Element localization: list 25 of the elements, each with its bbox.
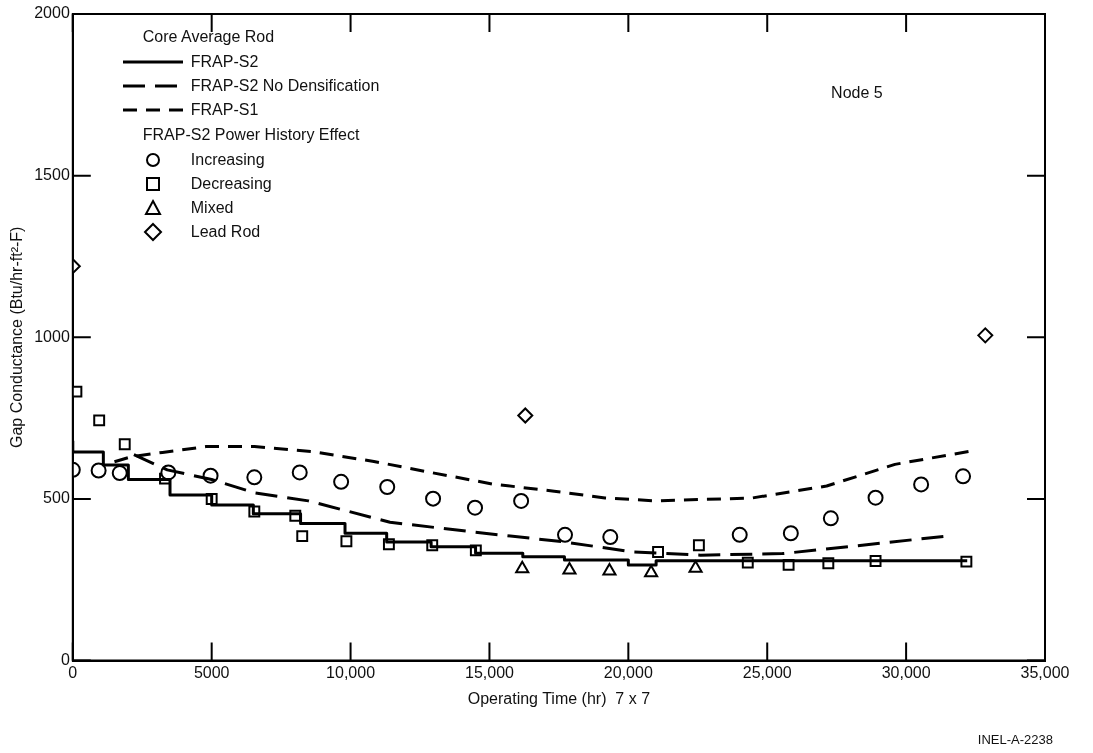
x-tick-label: 35,000 <box>1020 663 1070 681</box>
y-tick-label: 500 <box>43 489 70 507</box>
legend-label: FRAP-S2 <box>190 53 259 71</box>
y-tick-label: 1000 <box>34 327 70 345</box>
y-axis-title: Gap Conductance (Btu/hr-ft²-F) <box>8 226 26 449</box>
legend-title: Core Average Rod <box>141 27 276 47</box>
annotation: FRAP-S2 Power History Effect <box>141 125 361 145</box>
legend-label: FRAP-S2 No Densification <box>190 77 380 95</box>
y-tick-label: 0 <box>60 651 70 669</box>
legend-label: Increasing <box>190 151 265 169</box>
annotation: Node 5 <box>831 84 883 102</box>
legend-label: FRAP-S1 <box>190 101 259 119</box>
x-tick-label: 15,000 <box>464 663 515 681</box>
x-tick-label: 20,000 <box>603 663 653 681</box>
y-tick-label: 2000 <box>34 4 70 22</box>
legend-label: Mixed <box>190 199 234 217</box>
text: INEL-A-2238 <box>977 732 1053 747</box>
x-tick-label: 30,000 <box>881 663 931 681</box>
x-tick-label: 10,000 <box>326 663 376 681</box>
x-tick-label: 25,000 <box>742 663 792 681</box>
x-tick-label: 5000 <box>193 663 230 681</box>
y-tick-label: 1500 <box>34 166 70 184</box>
legend-label: Decreasing <box>190 175 272 193</box>
legend-label: Lead Rod <box>190 223 261 241</box>
x-axis-title: Operating Time (hr) 7 x 7 <box>467 689 651 707</box>
